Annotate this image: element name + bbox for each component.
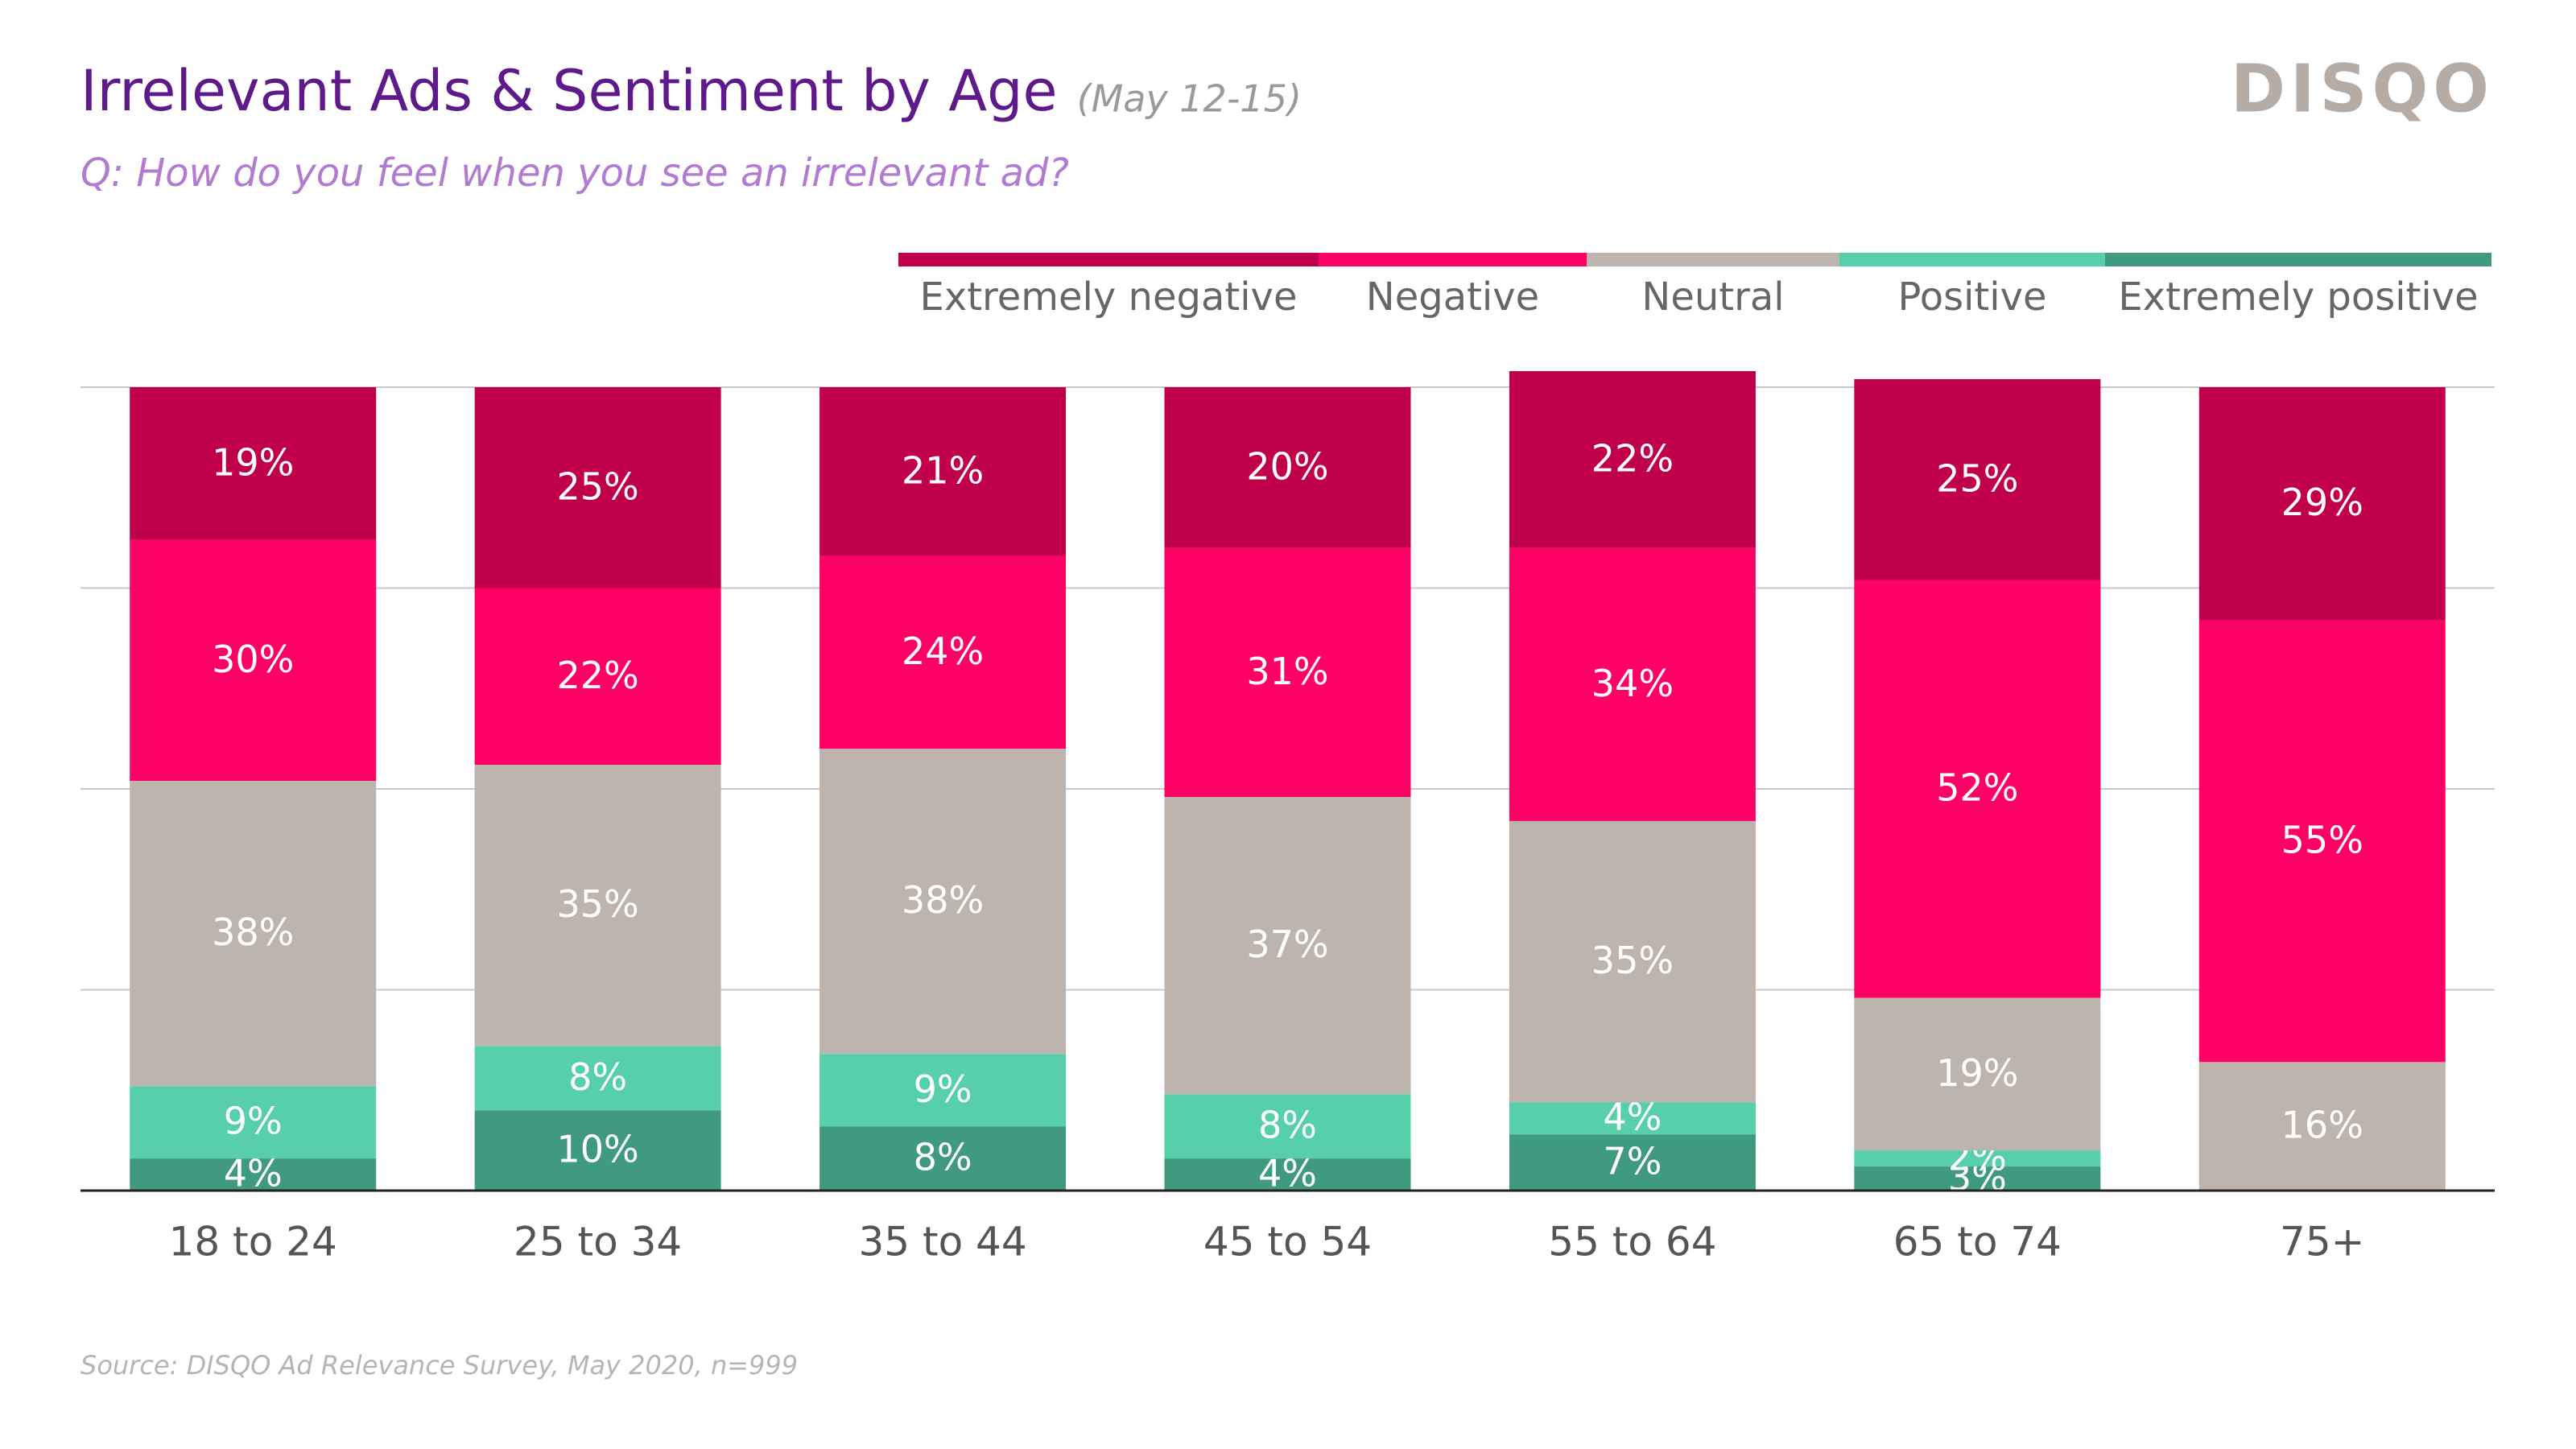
legend-label: Extremely positive bbox=[2118, 275, 2478, 320]
bar-segment bbox=[2198, 620, 2446, 1063]
data-label: 20% bbox=[1246, 444, 1328, 488]
bar-segment bbox=[1164, 387, 1411, 548]
data-label: 38% bbox=[212, 910, 294, 954]
bar-segment bbox=[130, 539, 377, 782]
bar-segment bbox=[474, 588, 721, 766]
x-tick-label: 35 to 44 bbox=[858, 1219, 1026, 1265]
x-tick-label: 55 to 64 bbox=[1548, 1219, 1716, 1265]
legend-label: Extremely negative bbox=[920, 275, 1298, 320]
bar-segment bbox=[819, 1126, 1067, 1191]
bar-segment bbox=[1509, 1102, 1756, 1135]
bar-segment bbox=[2198, 387, 2446, 621]
bar-segment bbox=[1164, 1158, 1411, 1191]
data-label: 35% bbox=[557, 882, 639, 926]
bar-segment bbox=[1854, 580, 2101, 998]
data-label: 30% bbox=[212, 638, 294, 681]
data-label: 4% bbox=[1603, 1096, 1662, 1139]
data-label: 29% bbox=[2281, 481, 2363, 524]
data-label: 52% bbox=[1936, 766, 2018, 810]
data-label: 35% bbox=[1591, 939, 1674, 982]
title-note: (May 12-15) bbox=[1077, 77, 1302, 121]
data-label: 21% bbox=[902, 448, 984, 492]
data-label: 8% bbox=[914, 1136, 972, 1179]
data-label: 19% bbox=[1936, 1051, 2018, 1095]
bar-segment bbox=[819, 1054, 1067, 1127]
bar-segment bbox=[474, 765, 721, 1046]
bar-segment bbox=[130, 781, 377, 1087]
data-label: 19% bbox=[212, 440, 294, 484]
bar-segment bbox=[1854, 379, 2101, 580]
bar-segment bbox=[2198, 1062, 2446, 1191]
legend-label: Negative bbox=[1366, 275, 1539, 320]
data-label: 34% bbox=[1591, 662, 1674, 705]
data-label: 22% bbox=[1591, 436, 1674, 480]
legend-swatch bbox=[898, 253, 1319, 266]
bar-segment bbox=[1854, 1150, 2101, 1167]
bar-segment bbox=[1854, 1166, 2101, 1191]
legend-label: Positive bbox=[1897, 275, 2046, 320]
chart-subtitle: Q: How do you feel when you see an irrel… bbox=[80, 151, 1069, 196]
bar-segment bbox=[474, 1046, 721, 1111]
bar-segment bbox=[819, 749, 1067, 1055]
bar-segment bbox=[474, 387, 721, 588]
bar-segment bbox=[1509, 371, 1756, 548]
data-label: 16% bbox=[2281, 1104, 2363, 1147]
data-label: 22% bbox=[557, 654, 639, 697]
bar-segment bbox=[819, 555, 1067, 749]
data-label: 37% bbox=[1246, 923, 1328, 966]
bar-segment bbox=[1854, 997, 2101, 1151]
legend-swatch bbox=[1839, 253, 2105, 266]
data-label: 55% bbox=[2281, 818, 2363, 861]
data-label: 25% bbox=[1936, 456, 2018, 500]
data-label: 38% bbox=[902, 878, 984, 922]
bar-segment bbox=[1509, 820, 1756, 1103]
data-label: 24% bbox=[902, 630, 984, 673]
bar-segment bbox=[1509, 547, 1756, 821]
bar-segment bbox=[1164, 547, 1411, 797]
bar-segment bbox=[130, 1086, 377, 1159]
legend-swatch bbox=[2105, 253, 2491, 266]
x-tick-label: 45 to 54 bbox=[1203, 1219, 1372, 1265]
bar-segment bbox=[130, 1158, 377, 1191]
chart-title: Irrelevant Ads & Sentiment by Age bbox=[80, 58, 1058, 124]
bar-segment bbox=[1509, 1134, 1756, 1191]
legend-swatch bbox=[1587, 253, 1839, 266]
data-label: 25% bbox=[557, 464, 639, 508]
bar-segment bbox=[1164, 1094, 1411, 1159]
brand-logo: DISQO bbox=[2231, 51, 2494, 127]
bar-segment bbox=[130, 387, 377, 540]
data-label: 9% bbox=[914, 1067, 972, 1111]
bar-segment bbox=[1164, 796, 1411, 1095]
data-label: 9% bbox=[224, 1100, 283, 1143]
source-note: Source: DISQO Ad Relevance Survey, May 2… bbox=[80, 1350, 798, 1381]
x-tick-label: 18 to 24 bbox=[169, 1219, 337, 1265]
bar-segment bbox=[819, 387, 1067, 556]
data-label: 4% bbox=[1258, 1152, 1317, 1195]
data-label: 8% bbox=[568, 1055, 627, 1099]
x-tick-label: 25 to 34 bbox=[514, 1219, 682, 1265]
data-label: 8% bbox=[1258, 1104, 1317, 1147]
data-label: 10% bbox=[557, 1128, 639, 1171]
data-label: 31% bbox=[1246, 650, 1328, 693]
x-tick-label: 65 to 74 bbox=[1893, 1219, 2062, 1265]
legend-label: Neutral bbox=[1641, 275, 1784, 320]
x-tick-label: 75+ bbox=[2280, 1219, 2365, 1265]
data-label: 7% bbox=[1603, 1140, 1662, 1183]
bar-segment bbox=[474, 1110, 721, 1191]
legend-swatch bbox=[1319, 253, 1587, 266]
data-label: 4% bbox=[224, 1152, 283, 1195]
